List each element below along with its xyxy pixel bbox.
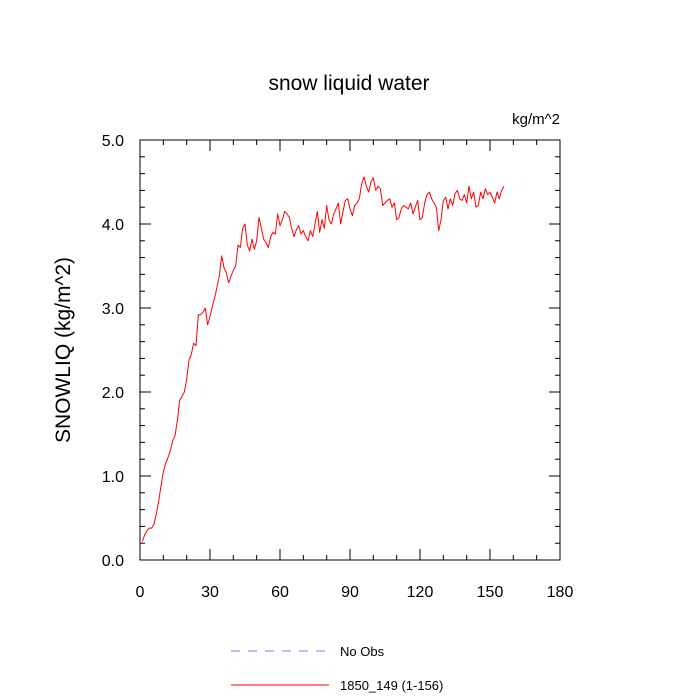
x-tick-label: 150 xyxy=(477,584,504,601)
plot-frame xyxy=(139,139,561,561)
y-tick-label: 0.0 xyxy=(102,553,124,570)
x-tick-label: 90 xyxy=(341,584,359,601)
y-tick-label: 1.0 xyxy=(102,469,124,486)
series-layer xyxy=(141,176,505,542)
x-tick-labels: 0 30 60 90 120 150 180 xyxy=(136,584,574,601)
y-tick-labels: 0.0 1.0 2.0 3.0 4.0 5.0 xyxy=(102,133,124,570)
x-tick-label: 30 xyxy=(201,584,219,601)
units-label: kg/m^2 xyxy=(512,111,560,128)
y-tick-label: 2.0 xyxy=(102,385,124,402)
x-tick-label: 180 xyxy=(547,584,574,601)
y-tick-label: 4.0 xyxy=(102,217,124,234)
y-tick-label: 3.0 xyxy=(102,301,124,318)
x-tick-label: 0 xyxy=(136,584,145,601)
y-axis-title: SNOWLIQ (kg/m^2) xyxy=(52,257,75,443)
axis-ticks xyxy=(139,139,561,561)
series-line-1850-149 xyxy=(141,176,505,542)
x-tick-label: 60 xyxy=(271,584,289,601)
legend-label-no-obs: No Obs xyxy=(340,644,385,659)
legend-label-1850-149: 1850_149 (1-156) xyxy=(340,678,443,693)
legend: No Obs 1850_149 (1-156) xyxy=(231,644,443,693)
x-tick-label: 120 xyxy=(407,584,434,601)
y-tick-label: 5.0 xyxy=(102,133,124,150)
chart-title: snow liquid water xyxy=(268,72,429,95)
